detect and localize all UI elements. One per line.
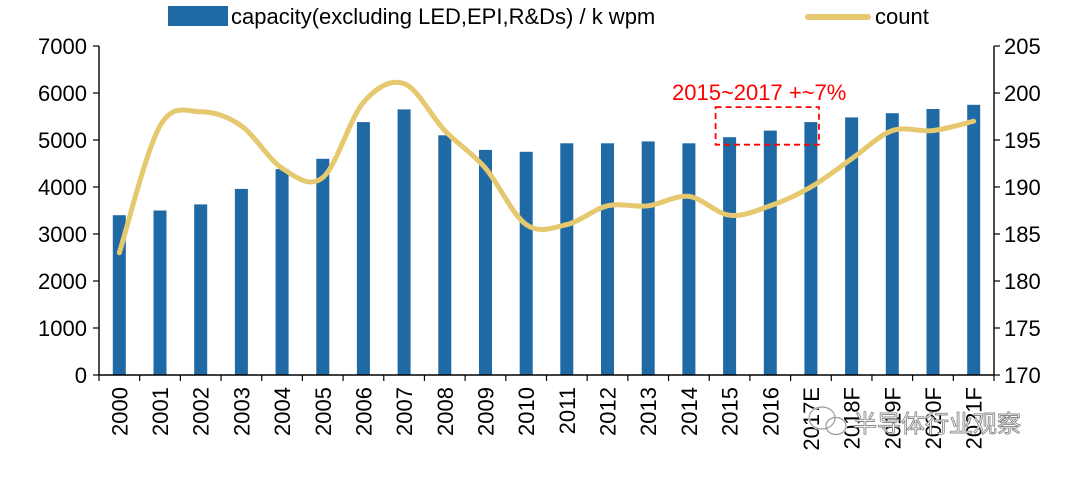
x-tick-label-2018F: 2018F <box>840 387 865 449</box>
bars <box>112 104 981 376</box>
bar-2015 <box>723 137 737 375</box>
x-tick-label-2010: 2010 <box>514 387 539 436</box>
bar-2000 <box>112 215 126 375</box>
left-axis-ticks: 0 1000 2000 3000 4000 5000 6000 7000 <box>38 34 87 388</box>
x-axis-ticks: 2000 2001 2002 2003 2004 2005 2006 2007 2008 2009… <box>107 387 986 451</box>
axes <box>93 45 1000 381</box>
x-tick-label-2005: 2005 <box>311 387 336 436</box>
bar-2018F <box>845 117 859 376</box>
bar-2008 <box>438 135 452 375</box>
annotation-label: 2015~2017 +~7% <box>672 80 846 105</box>
left-tick-label: 3000 <box>38 222 87 247</box>
right-tick-label: 190 <box>1004 175 1041 200</box>
watermark: 半导体行业观察 <box>807 405 1021 438</box>
left-tick-label: 5000 <box>38 128 87 153</box>
x-tick-label-2021F: 2021F <box>962 387 987 449</box>
right-tick-label: 175 <box>1004 316 1041 341</box>
x-tick-label-2013: 2013 <box>636 387 661 436</box>
legend-swatch-capacity <box>168 6 228 26</box>
x-tick-label-2019F: 2019F <box>880 387 905 449</box>
x-tick-label-2003: 2003 <box>229 387 254 436</box>
left-tick-label: 6000 <box>38 81 87 106</box>
bar-2006 <box>356 122 370 375</box>
annotation-box: 2015~2017 +~7% <box>672 80 846 146</box>
x-tick-label-2001: 2001 <box>148 387 173 436</box>
right-tick-label: 170 <box>1004 363 1041 388</box>
x-tick-label-2012: 2012 <box>596 387 621 436</box>
line-series <box>116 79 977 256</box>
bar-2002 <box>194 204 208 375</box>
x-tick-label-2009: 2009 <box>473 387 498 436</box>
bar-2004 <box>275 169 289 375</box>
bar-2011 <box>560 143 574 375</box>
x-tick-label-2014: 2014 <box>677 387 702 436</box>
left-tick-label: 7000 <box>38 34 87 59</box>
bar-2017E <box>804 122 818 375</box>
x-tick-label-2008: 2008 <box>433 387 458 436</box>
right-tick-label: 185 <box>1004 222 1041 247</box>
x-tick-label-2002: 2002 <box>189 387 214 436</box>
x-tick-label-2016: 2016 <box>758 387 783 436</box>
x-tick-label-2007: 2007 <box>392 387 417 436</box>
bar-2020F <box>926 109 940 375</box>
bar-2010 <box>519 151 533 376</box>
x-tick-label-2015: 2015 <box>718 387 743 436</box>
x-tick-label-2000: 2000 <box>107 387 132 436</box>
x-tick-label-2020F: 2020F <box>921 387 946 449</box>
left-tick-label: 0 <box>75 363 87 388</box>
left-tick-label: 2000 <box>38 269 87 294</box>
right-tick-label: 200 <box>1004 81 1041 106</box>
right-tick-label: 180 <box>1004 269 1041 294</box>
legend-label-capacity: capacity(excluding LED,EPI,R&Ds) / k wpm <box>231 4 655 29</box>
left-tick-label: 1000 <box>38 316 87 341</box>
x-tick-label-2006: 2006 <box>351 387 376 436</box>
x-tick-label-2011: 2011 <box>555 387 580 434</box>
bar-2021F <box>967 104 981 376</box>
x-tick-label-2004: 2004 <box>270 387 295 436</box>
bar-2003 <box>234 188 248 375</box>
x-tick-label-2017E: 2017E <box>799 387 824 451</box>
legend: capacity(excluding LED,EPI,R&Ds) / k wpm… <box>168 4 929 29</box>
bar-2005 <box>316 158 330 375</box>
bar-2013 <box>641 141 655 375</box>
left-tick-label: 4000 <box>38 175 87 200</box>
bar-2007 <box>397 109 411 376</box>
bar-2014 <box>682 143 696 375</box>
bar-2016 <box>763 130 777 375</box>
watermark-text: 半导体行业观察 <box>853 410 1021 438</box>
bar-2001 <box>153 210 167 375</box>
right-tick-label: 195 <box>1004 128 1041 153</box>
legend-label-count: count <box>875 4 929 29</box>
wechat-logo-icon <box>807 405 848 436</box>
right-axis-ticks: 170 175 180 185 190 195 200 205 <box>1004 34 1041 388</box>
bar-2019F <box>885 113 899 375</box>
right-tick-label: 205 <box>1004 34 1041 59</box>
bar-2009 <box>479 149 492 375</box>
annotation-rect <box>714 106 820 146</box>
bar-2012 <box>601 143 614 375</box>
